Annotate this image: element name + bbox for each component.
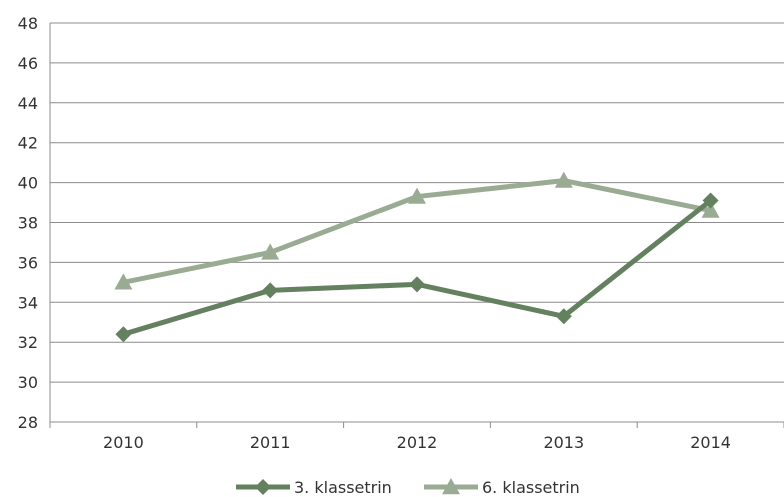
series [114,171,720,343]
x-axis-tick-labels: 2010 2011 2012 2013 2014 [103,433,731,452]
data-point [408,187,426,204]
axes [49,23,784,428]
data-point [114,273,133,290]
data-point [409,276,425,293]
y-tick-label: 36 [18,253,38,272]
y-tick-label: 44 [18,94,38,113]
x-tick-label: 2014 [690,433,731,452]
data-point [115,326,132,343]
legend-item: 6. klassetrin [424,478,580,497]
legend-marker [442,478,460,495]
data-point [262,282,279,299]
y-tick-label: 48 [18,14,38,33]
series-2 [114,171,720,290]
legend-label: 6. klassetrin [482,478,580,497]
x-tick-label: 2012 [397,433,438,452]
y-tick-label: 38 [18,214,38,233]
x-tick-label: 2010 [103,433,144,452]
legend-label: 3. klassetrin [294,478,392,497]
data-point [261,243,280,260]
gridlines [50,22,784,383]
y-tick-label: 32 [18,333,38,352]
data-point [554,171,573,188]
x-tick-label: 2011 [250,433,291,452]
legend-item: 3. klassetrin [236,478,392,497]
y-axis-tick-labels: 28 30 32 34 36 38 40 42 44 46 48 [18,14,38,432]
data-point [555,308,572,325]
data-point [702,192,719,209]
y-tick-label: 42 [18,134,38,153]
series-line [120,198,714,337]
legend: 3. klassetrin 6. klassetrin [236,478,580,497]
y-tick-label: 40 [18,174,38,193]
y-tick-label: 34 [18,293,38,312]
y-tick-label: 30 [18,373,38,392]
y-tick-label: 28 [18,413,38,432]
series-1 [115,192,719,343]
y-tick-label: 46 [18,54,38,73]
data-point [701,201,720,218]
legend-marker [255,479,271,495]
x-tick-label: 2013 [543,433,584,452]
